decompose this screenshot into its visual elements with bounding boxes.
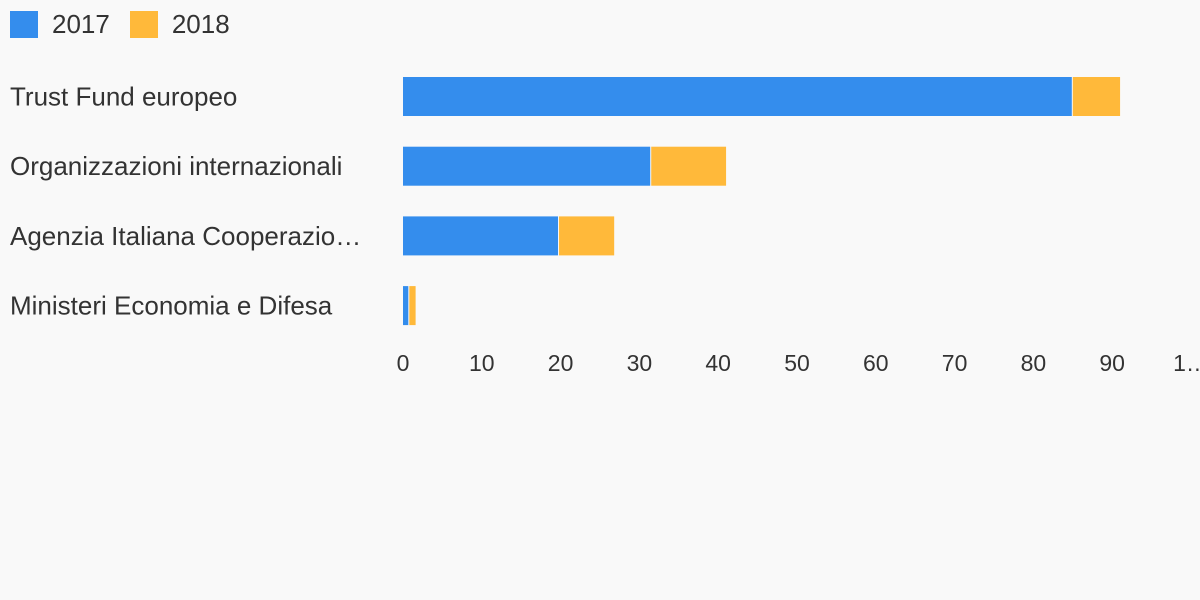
bar-2018-organizzazioni-internazionali[interactable] [651, 146, 727, 186]
legend-swatch-2018 [129, 10, 158, 38]
legend-label-2017: 2017 [52, 9, 110, 39]
bar-2018-trust-fund-europeo[interactable] [1072, 77, 1121, 116]
x-tick-label: 10 [469, 350, 495, 376]
x-tick-label: 70 [942, 350, 968, 376]
category-label: Ministeri Economia e Difesa [10, 291, 333, 321]
legend-item-2017[interactable]: 2017 [10, 10, 110, 38]
x-tick-label: 80 [1021, 350, 1047, 376]
category-label: Trust Fund europeo [10, 82, 237, 112]
bar-2018-ministeri-economia-e-difesa[interactable] [409, 286, 416, 326]
legend-swatch-2017 [10, 10, 38, 38]
legend-item-2018[interactable]: 2018 [129, 9, 230, 39]
x-axis-ticks: 0 10 20 30 40 50 60 70 80 90 1… [397, 350, 1200, 376]
bars [403, 77, 1121, 326]
category-label: Agenzia Italiana Cooperazio… [10, 221, 361, 251]
x-tick-label: 20 [548, 350, 574, 376]
bar-2017-organizzazioni-internazionali[interactable] [403, 146, 651, 186]
x-tick-label: 30 [627, 350, 653, 376]
x-tick-label: 0 [397, 350, 410, 376]
x-tick-label: 50 [784, 350, 810, 376]
x-tick-label: 60 [863, 350, 889, 376]
bar-2017-trust-fund-europeo[interactable] [403, 77, 1072, 116]
bar-2018-agenzia-italiana-cooperazio[interactable] [559, 216, 615, 256]
bar-2017-ministeri-economia-e-difesa[interactable] [403, 286, 409, 326]
legend-label-2018: 2018 [171, 9, 230, 39]
category-label: Organizzazioni internazionali [10, 151, 342, 181]
bar-2017-agenzia-italiana-cooperazio[interactable] [403, 216, 559, 256]
legend: 2017 2018 [10, 10, 250, 38]
x-tick-label: 1… [1173, 350, 1200, 376]
x-tick-label: 40 [705, 350, 731, 376]
category-labels: Trust Fund europeo Organizzazioni interna… [10, 82, 361, 321]
x-tick-label: 90 [1099, 350, 1125, 376]
